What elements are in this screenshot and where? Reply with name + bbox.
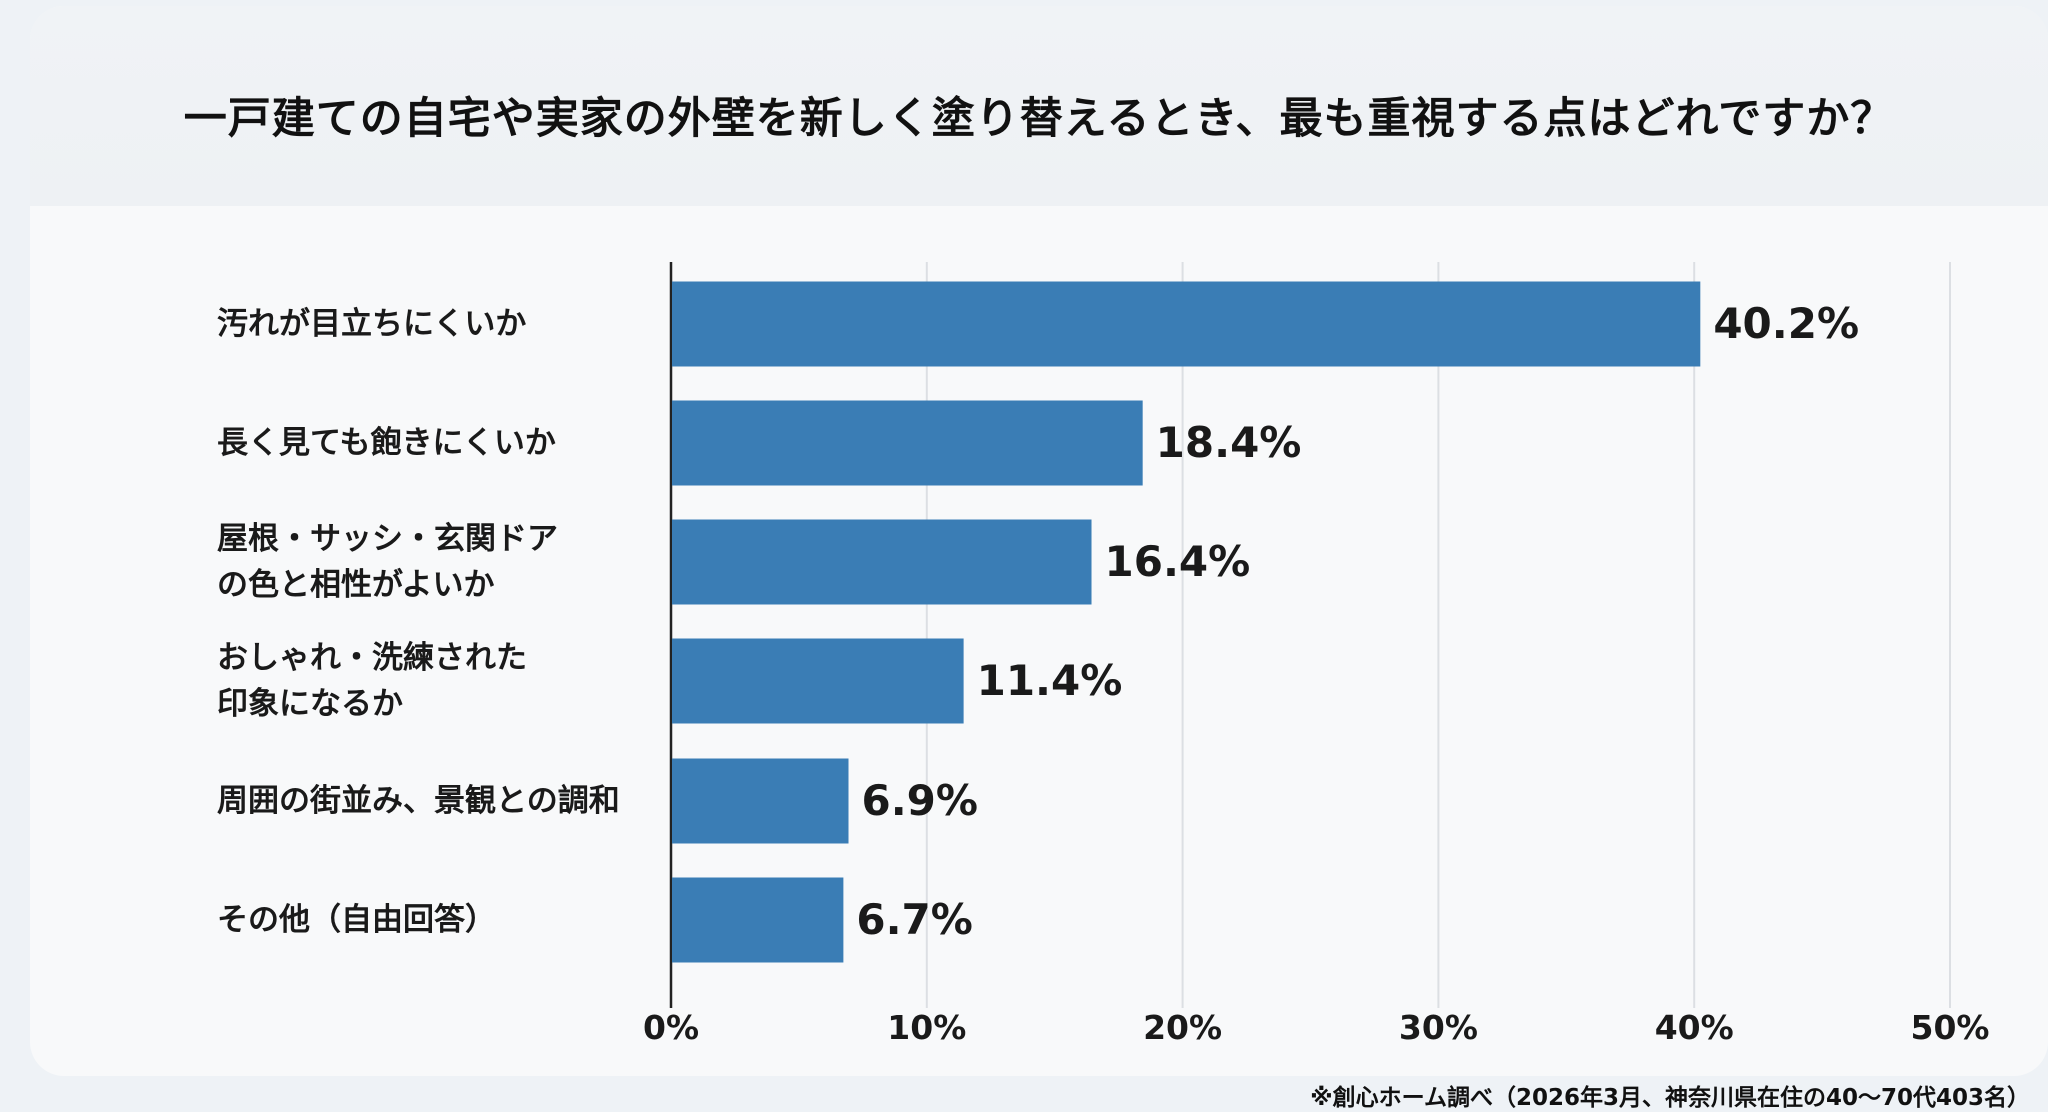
bar xyxy=(672,638,964,724)
category-label: おしゃれ・洗練された 印象になるか xyxy=(217,640,527,722)
bar xyxy=(672,519,1092,605)
category-label: その他（自由回答） xyxy=(217,902,496,938)
bar-value-label: 6.9% xyxy=(862,776,978,825)
bar xyxy=(672,758,849,844)
category-label: 長く見ても飽きにくいか xyxy=(217,425,556,461)
source-footnote: ※創心ホーム調べ（2026年3月、神奈川県在住の40〜70代403名） xyxy=(1310,1085,2030,1111)
category-label: 汚れが目立ちにくいか xyxy=(217,306,527,342)
chart-card: 一戸建ての自宅や実家の外壁を新しく塗り替えるとき、最も重視する点はどれですか？ xyxy=(30,6,2048,1076)
chart-title: 一戸建ての自宅や実家の外壁を新しく塗り替えるとき、最も重視する点はどれですか？ xyxy=(183,94,1895,144)
bar-value-label: 18.4% xyxy=(1156,418,1302,467)
bar xyxy=(672,877,844,963)
x-tick-label: 40% xyxy=(1655,1008,1734,1047)
bar-value-label: 40.2% xyxy=(1713,299,1859,348)
x-tick-label: 30% xyxy=(1399,1008,1478,1047)
category-label: 周囲の街並み、景観との調和 xyxy=(217,783,620,819)
title-band xyxy=(30,6,2048,206)
bar xyxy=(672,400,1143,486)
bar-value-label: 11.4% xyxy=(977,656,1123,705)
bar-value-label: 16.4% xyxy=(1105,537,1251,586)
x-tick-label: 10% xyxy=(887,1008,966,1047)
x-tick-label: 0% xyxy=(643,1008,699,1047)
x-tick-label: 20% xyxy=(1143,1008,1222,1047)
category-label: 屋根・サッシ・玄関ドア の色と相性がよいか xyxy=(217,521,558,603)
x-tick-label: 50% xyxy=(1911,1008,1990,1047)
bar xyxy=(672,281,1701,367)
bar-value-label: 6.7% xyxy=(856,895,972,944)
